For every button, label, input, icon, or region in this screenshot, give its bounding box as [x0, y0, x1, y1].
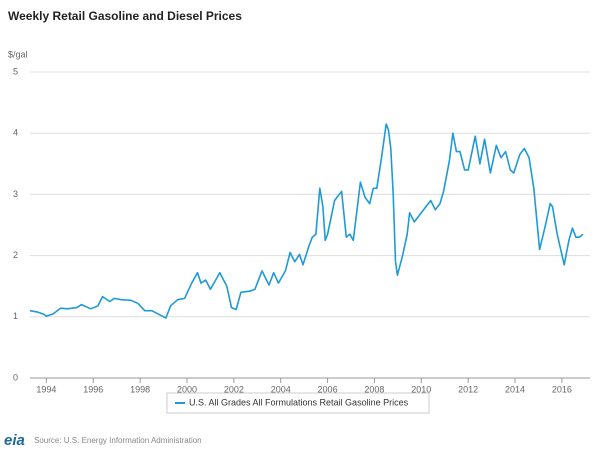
legend-label: U.S. All Grades All Formulations Retail … [189, 397, 409, 407]
x-tick-label: 2012 [458, 384, 478, 394]
x-tick-label: 2006 [318, 384, 338, 394]
x-tick-label: 2000 [177, 384, 197, 394]
data-line [29, 123, 584, 319]
source: Source: U.S. Energy Information Administ… [34, 436, 202, 445]
x-tick-label: 2016 [552, 384, 572, 394]
x-tick-label: 2008 [364, 384, 384, 394]
x-tick-label: 2014 [505, 384, 525, 394]
y-tick-label: 4 [13, 128, 18, 138]
x-tick-label: 1994 [36, 384, 56, 394]
x-tick-label: 2010 [411, 384, 431, 394]
y-axis-label: $/gal [8, 49, 28, 59]
y-tick-label: 1 [13, 311, 18, 321]
y-tick-label: 0 [13, 372, 18, 382]
logo: eia [4, 432, 25, 449]
y-tick-label: 2 [13, 250, 18, 260]
y-tick-label: 5 [13, 66, 18, 76]
x-tick-label: 2002 [224, 384, 244, 394]
y-tick-label: 3 [13, 189, 18, 199]
x-tick-label: 1996 [83, 384, 103, 394]
x-tick-label: 2004 [271, 384, 291, 394]
chart-title: Weekly Retail Gasoline and Diesel Prices [8, 9, 242, 23]
legend-box [166, 392, 430, 414]
x-tick-label: 1998 [130, 384, 150, 394]
